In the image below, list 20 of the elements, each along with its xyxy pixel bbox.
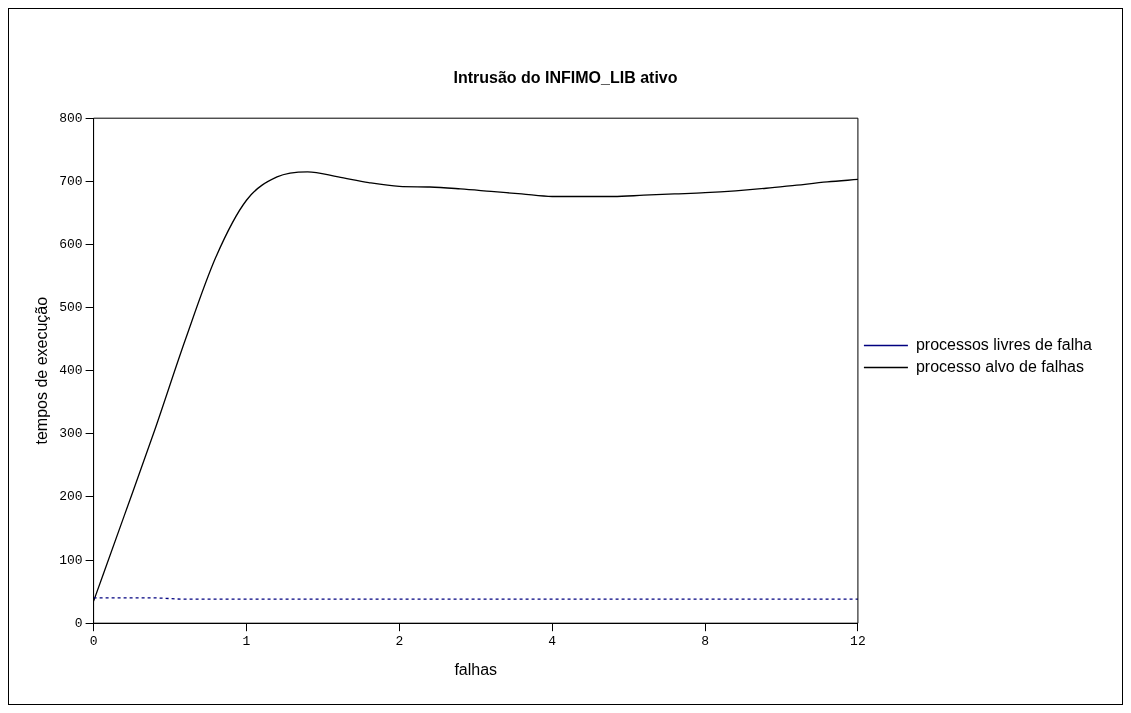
y-tick-label: 0: [74, 615, 83, 631]
x-axis-title: falhas: [454, 660, 498, 678]
legend-label: processos livres de falha: [915, 335, 1093, 353]
y-tick-label: 500: [59, 300, 83, 316]
x-tick-label: 0: [89, 634, 98, 650]
x-tick-label: 2: [395, 634, 404, 650]
y-tick-label: 600: [59, 236, 83, 252]
x-tick-label: 12: [850, 634, 866, 650]
x-tick-label: 1: [242, 634, 251, 650]
y-tick-label: 300: [59, 426, 83, 442]
y-tick-label: 200: [59, 489, 83, 505]
y-axis-title: tempos de execução: [33, 296, 51, 445]
y-tick-label: 700: [59, 173, 83, 189]
y-tick-label: 400: [59, 363, 83, 379]
y-tick-label: 100: [59, 552, 83, 568]
legend-label: processo alvo de falhas: [915, 357, 1085, 375]
x-tick-label: 8: [701, 634, 709, 650]
x-tick-label: 4: [548, 634, 557, 650]
y-tick-label: 800: [59, 110, 83, 126]
chart-title: Intrusão do INFIMO_LIB ativo: [453, 69, 678, 87]
